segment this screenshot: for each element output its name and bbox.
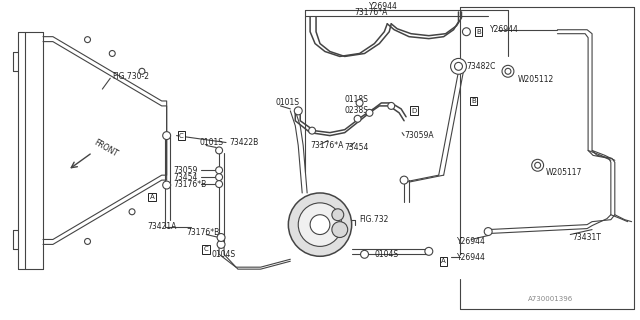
- Text: W205117: W205117: [545, 168, 582, 177]
- Text: A730001396: A730001396: [528, 296, 573, 302]
- Circle shape: [294, 107, 302, 115]
- Circle shape: [217, 240, 225, 248]
- Text: 73454: 73454: [173, 173, 198, 182]
- Circle shape: [289, 193, 351, 256]
- Text: B: B: [476, 29, 481, 35]
- Text: 73454: 73454: [345, 143, 369, 152]
- Text: 0104S: 0104S: [374, 250, 399, 259]
- Circle shape: [163, 132, 171, 140]
- Circle shape: [356, 100, 363, 107]
- Text: Y26944: Y26944: [456, 253, 485, 262]
- Text: A: A: [150, 194, 154, 200]
- Circle shape: [216, 180, 223, 188]
- Circle shape: [534, 162, 541, 168]
- Text: Y26944: Y26944: [369, 3, 398, 12]
- Text: 73059A: 73059A: [404, 131, 434, 140]
- Text: FIG.730-2: FIG.730-2: [112, 72, 149, 81]
- Circle shape: [366, 109, 373, 116]
- Circle shape: [129, 209, 135, 215]
- Text: B: B: [471, 98, 476, 104]
- Text: FIG.732: FIG.732: [360, 215, 389, 224]
- Text: 73059: 73059: [173, 166, 198, 175]
- Circle shape: [388, 102, 395, 109]
- Circle shape: [217, 234, 225, 242]
- Circle shape: [502, 65, 514, 77]
- Circle shape: [308, 127, 316, 134]
- Circle shape: [109, 51, 115, 56]
- Text: 0118S: 0118S: [345, 95, 369, 104]
- Text: 0104S: 0104S: [211, 250, 236, 259]
- Circle shape: [400, 176, 408, 184]
- Text: C: C: [179, 132, 184, 139]
- Text: D: D: [412, 108, 417, 114]
- Text: 73176*A: 73176*A: [355, 8, 388, 17]
- Text: 0101S: 0101S: [199, 138, 223, 147]
- Circle shape: [139, 68, 145, 74]
- Circle shape: [310, 215, 330, 235]
- Text: Y26944: Y26944: [490, 25, 519, 34]
- Circle shape: [360, 250, 369, 258]
- Text: C: C: [204, 246, 209, 252]
- Text: 73422B: 73422B: [229, 138, 258, 147]
- Circle shape: [532, 159, 543, 171]
- Text: 73176*A: 73176*A: [310, 141, 344, 150]
- Text: 73431T: 73431T: [572, 233, 601, 242]
- Circle shape: [84, 238, 90, 244]
- Text: 73421A: 73421A: [147, 222, 176, 231]
- Text: Y26944: Y26944: [456, 237, 485, 246]
- Circle shape: [216, 167, 223, 174]
- Circle shape: [451, 59, 467, 74]
- Circle shape: [354, 115, 361, 122]
- Circle shape: [425, 247, 433, 255]
- Circle shape: [463, 28, 470, 36]
- Circle shape: [332, 209, 344, 221]
- Circle shape: [454, 62, 463, 70]
- Circle shape: [332, 222, 348, 237]
- Text: W205112: W205112: [518, 75, 554, 84]
- Circle shape: [484, 228, 492, 236]
- Circle shape: [84, 37, 90, 43]
- Circle shape: [163, 181, 171, 189]
- Text: A: A: [442, 258, 446, 264]
- Circle shape: [298, 203, 342, 246]
- Text: 73176*B: 73176*B: [186, 228, 220, 237]
- Text: 73482C: 73482C: [467, 62, 496, 71]
- Circle shape: [505, 68, 511, 74]
- Text: 0238S: 0238S: [345, 106, 369, 116]
- Circle shape: [216, 147, 223, 154]
- Text: FRONT: FRONT: [92, 138, 120, 159]
- Text: 73176*B: 73176*B: [173, 180, 207, 188]
- Text: 0101S: 0101S: [275, 99, 300, 108]
- Circle shape: [216, 174, 223, 180]
